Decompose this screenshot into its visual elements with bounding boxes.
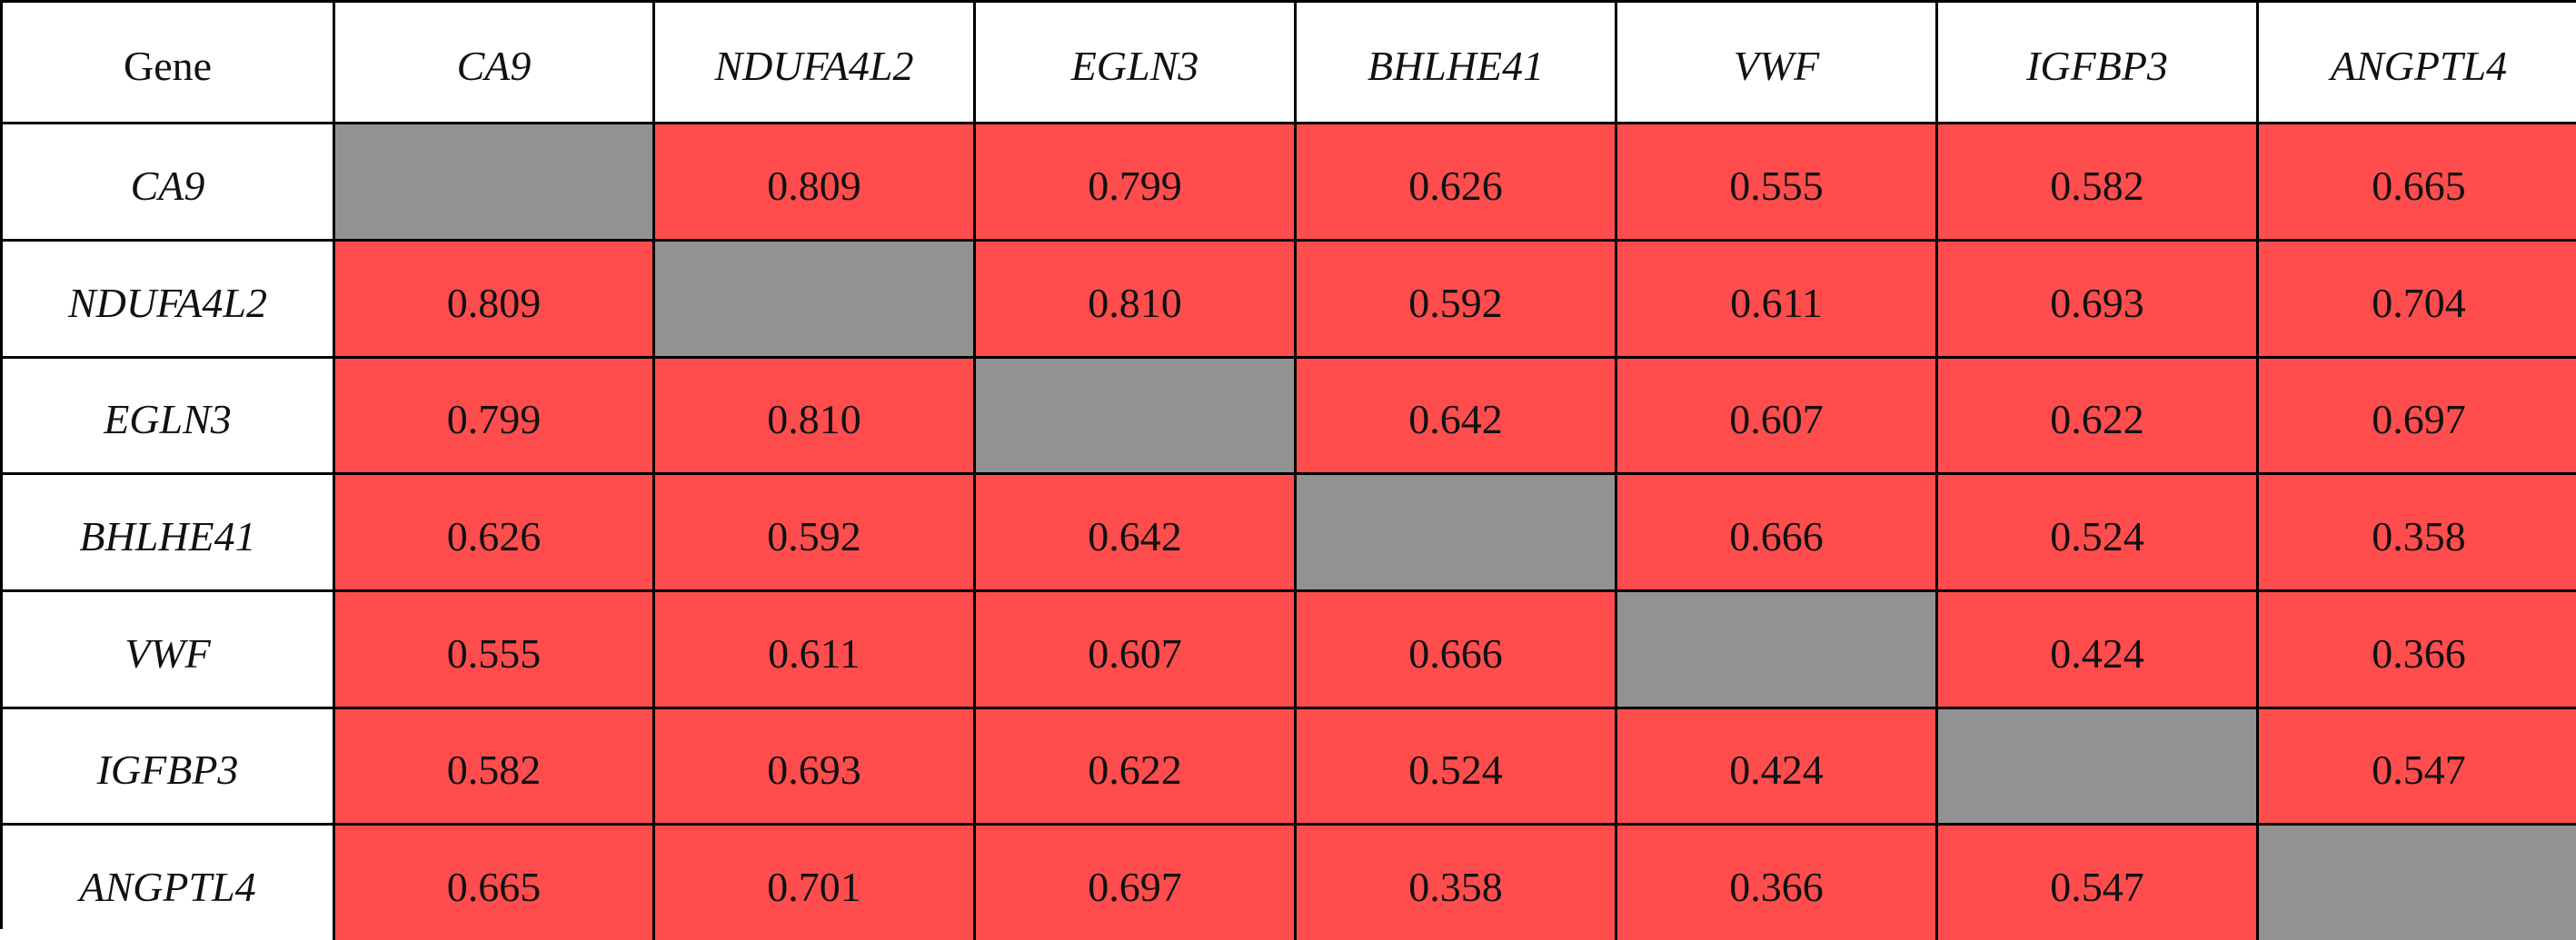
value-cell: 0.607 (976, 592, 1297, 709)
row-header-bhlhe41: BHLHE41 (3, 475, 335, 592)
value-cell: 0.582 (335, 709, 655, 826)
value-cell: 0.524 (1938, 475, 2259, 592)
value-cell: 0.626 (1297, 124, 1617, 242)
value-cell: 0.642 (1297, 359, 1617, 475)
diagonal-cell (1938, 709, 2259, 826)
value-cell: 0.547 (1938, 826, 2259, 940)
row-header-ca9: CA9 (3, 124, 335, 242)
row-header-ndufa4l2: NDUFA4L2 (3, 242, 335, 359)
value-cell: 0.592 (1297, 242, 1617, 359)
diagonal-cell (976, 359, 1297, 475)
value-cell: 0.701 (655, 826, 976, 940)
column-header-angptl4: ANGPTL4 (2259, 3, 2576, 124)
diagonal-cell (655, 242, 976, 359)
value-cell: 0.555 (1617, 124, 1938, 242)
value-cell: 0.704 (2259, 242, 2576, 359)
row-header-igfbp3: IGFBP3 (3, 709, 335, 826)
value-cell: 0.622 (976, 709, 1297, 826)
column-header-ndufa4l2: NDUFA4L2 (655, 3, 976, 124)
value-cell: 0.611 (1617, 242, 1938, 359)
value-cell: 0.358 (1297, 826, 1617, 940)
value-cell: 0.810 (655, 359, 976, 475)
diagonal-cell (335, 124, 655, 242)
value-cell: 0.665 (335, 826, 655, 940)
corner-header: Gene (3, 3, 335, 124)
value-cell: 0.693 (655, 709, 976, 826)
column-header-egln3: EGLN3 (976, 3, 1297, 124)
value-cell: 0.547 (2259, 709, 2576, 826)
value-cell: 0.693 (1938, 242, 2259, 359)
value-cell: 0.642 (976, 475, 1297, 592)
value-cell: 0.799 (976, 124, 1297, 242)
value-cell: 0.809 (335, 242, 655, 359)
row-header-vwf: VWF (3, 592, 335, 709)
column-header-bhlhe41: BHLHE41 (1297, 3, 1617, 124)
value-cell: 0.809 (655, 124, 976, 242)
value-cell: 0.622 (1938, 359, 2259, 475)
value-cell: 0.611 (655, 592, 976, 709)
value-cell: 0.799 (335, 359, 655, 475)
value-cell: 0.626 (335, 475, 655, 592)
row-header-egln3: EGLN3 (3, 359, 335, 475)
column-header-igfbp3: IGFBP3 (1938, 3, 2259, 124)
column-header-vwf: VWF (1617, 3, 1938, 124)
value-cell: 0.582 (1938, 124, 2259, 242)
value-cell: 0.424 (1938, 592, 2259, 709)
diagonal-cell (2259, 826, 2576, 940)
row-header-angptl4: ANGPTL4 (3, 826, 335, 940)
value-cell: 0.424 (1617, 709, 1938, 826)
value-cell: 0.810 (976, 242, 1297, 359)
diagonal-cell (1297, 475, 1617, 592)
value-cell: 0.366 (2259, 592, 2576, 709)
value-cell: 0.666 (1297, 592, 1617, 709)
value-cell: 0.665 (2259, 124, 2576, 242)
value-cell: 0.524 (1297, 709, 1617, 826)
column-header-ca9: CA9 (335, 3, 655, 124)
value-cell: 0.666 (1617, 475, 1938, 592)
value-cell: 0.358 (2259, 475, 2576, 592)
value-cell: 0.607 (1617, 359, 1938, 475)
value-cell: 0.697 (2259, 359, 2576, 475)
value-cell: 0.555 (335, 592, 655, 709)
value-cell: 0.697 (976, 826, 1297, 940)
value-cell: 0.592 (655, 475, 976, 592)
diagonal-cell (1617, 592, 1938, 709)
value-cell: 0.366 (1617, 826, 1938, 940)
